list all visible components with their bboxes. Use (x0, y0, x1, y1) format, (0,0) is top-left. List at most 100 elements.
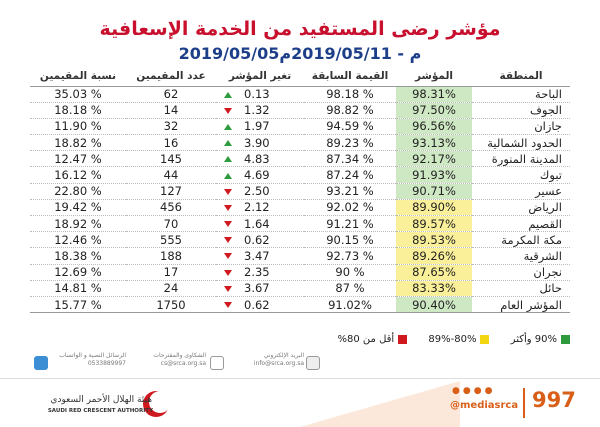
contact-complaints-value[interactable]: cs@srca.org.sa (160, 360, 206, 367)
cell-change: 1.97 (216, 118, 304, 136)
arrow-down-icon (224, 107, 232, 114)
table-row: الباحة 98.31% 98.18 % 0.13 62 35.03 % (30, 86, 570, 103)
instagram-icon[interactable]: ● (462, 386, 474, 396)
cell-change: 2.35 (216, 264, 304, 281)
cell-previous: 91.21 % (304, 215, 396, 233)
cell-raters: 14 (126, 102, 216, 119)
change-value: 3.90 (244, 135, 270, 150)
change-value: 2.35 (244, 265, 270, 280)
cell-change: 4.83 (216, 150, 304, 168)
change-value: 4.83 (244, 151, 270, 166)
change-value: 3.47 (244, 248, 270, 263)
arrow-up-icon (224, 172, 232, 179)
cell-region: عسير (472, 183, 570, 200)
cell-previous: 98.18 % (304, 86, 396, 103)
cell-share: 18.38 % (30, 247, 126, 265)
cell-region: نجران (472, 264, 570, 281)
contact-email-value[interactable]: info@srca.org.sa (253, 360, 304, 367)
table-row: نجران 87.65% 90 % 2.35 17 12.69 % (30, 264, 570, 281)
cell-previous: 91.02% (304, 296, 396, 314)
footer-separator (523, 388, 525, 418)
cell-index: 90.71% (396, 183, 472, 200)
cell-raters: 145 (126, 150, 216, 168)
table-row: الحدود الشمالية 93.13% 89.23 % 3.90 16 18.82 … (30, 134, 570, 152)
satisfaction-table-container: المنطقة المؤشر القيمة السابقة تغير المؤش… (30, 66, 570, 314)
cell-share: 19.42 % (30, 199, 126, 217)
arrow-down-icon (224, 302, 232, 309)
social-icons: ●●●● (452, 386, 495, 396)
change-value: 0.62 (244, 297, 270, 312)
twitter-icon[interactable]: ● (452, 386, 463, 396)
cell-previous: 92.02 % (304, 199, 396, 217)
cell-raters: 127 (126, 183, 216, 200)
contact-sms-value[interactable]: 0533889997 (87, 360, 126, 367)
snapchat-icon[interactable]: ● (484, 386, 496, 396)
cell-region: القصيم (472, 215, 570, 233)
table-body: الباحة 98.31% 98.18 % 0.13 62 35.03 % الجوف 97.… (30, 86, 570, 314)
arrow-down-icon (224, 237, 232, 244)
arrow-up-icon (224, 156, 232, 163)
arrow-down-icon (224, 204, 232, 211)
cell-previous: 89.23 % (304, 134, 396, 152)
table-row: جازان 96.56% 94.59 % 1.97 32 11.90 % (30, 118, 570, 136)
cell-share: 15.77 % (30, 296, 126, 314)
cell-change: 3.47 (216, 247, 304, 265)
change-value: 3.67 (244, 281, 270, 296)
table-header-row: المنطقة المؤشر القيمة السابقة تغير المؤش… (30, 66, 570, 87)
arrow-up-icon (224, 123, 232, 130)
arrow-up-icon (224, 91, 232, 98)
cell-index: 92.17% (396, 150, 472, 168)
cell-region: الشرقية (472, 247, 570, 265)
satisfaction-table: المنطقة المؤشر القيمة السابقة تغير المؤش… (30, 66, 570, 314)
arrow-down-icon (224, 221, 232, 228)
cell-previous: 92.73 % (304, 247, 396, 265)
legend-label-red: أقل من 80% (337, 334, 395, 345)
cell-change: 1.64 (216, 215, 304, 233)
column-header-share: نسبة المقيمين (30, 66, 126, 87)
contact-strip: البريد الإلكتروني info@srca.org.sa الشكا… (30, 352, 320, 376)
column-header-previous: القيمة السابقة (304, 66, 396, 87)
social-handle[interactable]: @mediasrca (450, 400, 519, 411)
cell-change: 1.32 (216, 102, 304, 119)
arrow-down-icon (224, 269, 232, 276)
cell-share: 22.80 % (30, 183, 126, 200)
cell-raters: 16 (126, 134, 216, 152)
cell-share: 12.69 % (30, 264, 126, 281)
cell-index: 97.50% (396, 102, 472, 119)
table-row: حائل 83.33% 87 % 3.67 24 14.81 % (30, 280, 570, 297)
cell-previous: 87 % (304, 280, 396, 297)
legend-swatch-yellow (480, 334, 490, 344)
table-row: الشرقية 89.26% 92.73 % 3.47 188 18.38 % (30, 247, 570, 265)
cell-previous: 94.59 % (304, 118, 396, 136)
change-value: 1.97 (244, 119, 270, 134)
cell-raters: 44 (126, 166, 216, 184)
cell-index: 89.26% (396, 247, 472, 265)
cell-share: 16.12 % (30, 166, 126, 184)
cell-share: 12.46 % (30, 231, 126, 249)
cell-previous: 98.82 % (304, 102, 396, 119)
arrow-up-icon (224, 140, 232, 147)
contact-sms-label: الرسائل النصية و الواتساب (59, 352, 126, 359)
envelope-icon (210, 356, 224, 370)
cell-raters: 555 (126, 231, 216, 249)
table-row: تبوك 91.93% 87.24 % 4.69 44 16.12 % (30, 166, 570, 184)
cell-share: 18.82 % (30, 134, 126, 152)
column-header-region: المنطقة (472, 66, 570, 87)
change-value: 0.62 (244, 232, 270, 247)
cell-index: 89.57% (396, 215, 472, 233)
cell-change: 3.90 (216, 134, 304, 152)
column-header-change: تغير المؤشر (216, 66, 304, 87)
cell-change: 2.12 (216, 199, 304, 217)
cell-region: المؤشر العام (472, 296, 570, 314)
cell-region: تبوك (472, 166, 570, 184)
youtube-icon[interactable]: ● (473, 386, 485, 396)
legend-item-red: أقل من 80% (338, 334, 408, 345)
change-value: 4.69 (244, 168, 270, 183)
cell-raters: 70 (126, 215, 216, 233)
emergency-number: 997 (532, 388, 576, 412)
cell-previous: 87.34 % (304, 150, 396, 168)
table-row: الرياض 89.90% 92.02 % 2.12 456 19.42 % (30, 199, 570, 217)
legend: 90% وأكثر 80%-89% أقل من 80% (260, 334, 570, 348)
cell-share: 14.81 % (30, 280, 126, 297)
cell-change: 4.69 (216, 166, 304, 184)
